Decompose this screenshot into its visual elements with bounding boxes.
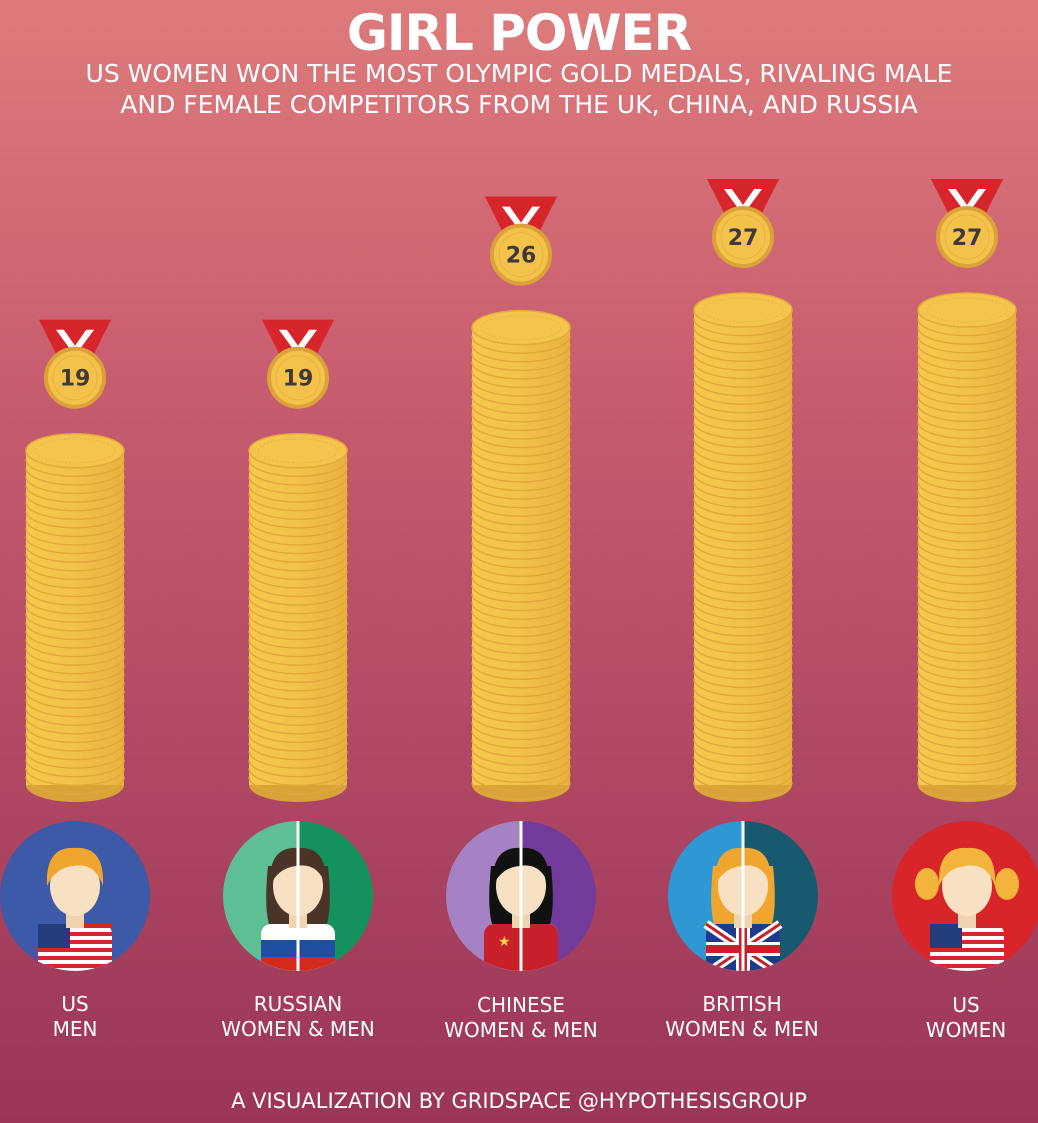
data-label: 27: [952, 226, 983, 251]
us-man-avatar-icon: [0, 821, 150, 971]
data-label: 19: [283, 367, 314, 392]
bar-coin-stack: [25, 432, 125, 802]
russian-avatar-icon: [223, 821, 373, 971]
svg-text:★: ★: [498, 934, 511, 950]
bar-coin-stack: [917, 292, 1017, 802]
bar-coin-stack: [693, 292, 793, 802]
credit-line: A VISUALIZATION BY GRIDSPACE @HYPOTHESIS…: [231, 1089, 807, 1113]
category-label-us-men: US MEN: [52, 992, 98, 1041]
british-avatar-icon: [668, 821, 818, 971]
category-label-russian: RUSSIAN WOMEN & MEN: [221, 992, 375, 1041]
subtitle-line-2: AND FEMALE COMPETITORS FROM THE UK, CHIN…: [120, 90, 918, 119]
bar-coin-stack: [471, 309, 571, 802]
data-label-medal: 27: [707, 179, 779, 268]
data-label-medal: 27: [931, 179, 1003, 268]
subtitle-line-1: US WOMEN WON THE MOST OLYMPIC GOLD MEDAL…: [85, 59, 953, 88]
bar-coin-stack: [248, 432, 348, 802]
category-label-chinese: CHINESE WOMEN & MEN: [444, 993, 598, 1042]
data-label-medal: 26: [485, 196, 557, 286]
category-label-us-women: US WOMEN: [925, 993, 1007, 1042]
data-label: 27: [728, 226, 759, 251]
page-title: GIRL POWER: [346, 4, 692, 62]
data-label-medal: 19: [39, 319, 111, 409]
page-subtitle: US WOMEN WON THE MOST OLYMPIC GOLD MEDAL…: [10, 58, 1028, 120]
us-woman-avatar-icon: [892, 821, 1038, 971]
category-label-british: BRITISH WOMEN & MEN: [665, 992, 819, 1041]
data-label: 26: [506, 244, 537, 269]
data-label-medal: 19: [262, 319, 334, 409]
chinese-avatar-icon: ★: [446, 821, 596, 971]
medal-chart: 19 19 26 27 27 ★: [0, 179, 1038, 971]
data-label: 19: [60, 367, 91, 392]
